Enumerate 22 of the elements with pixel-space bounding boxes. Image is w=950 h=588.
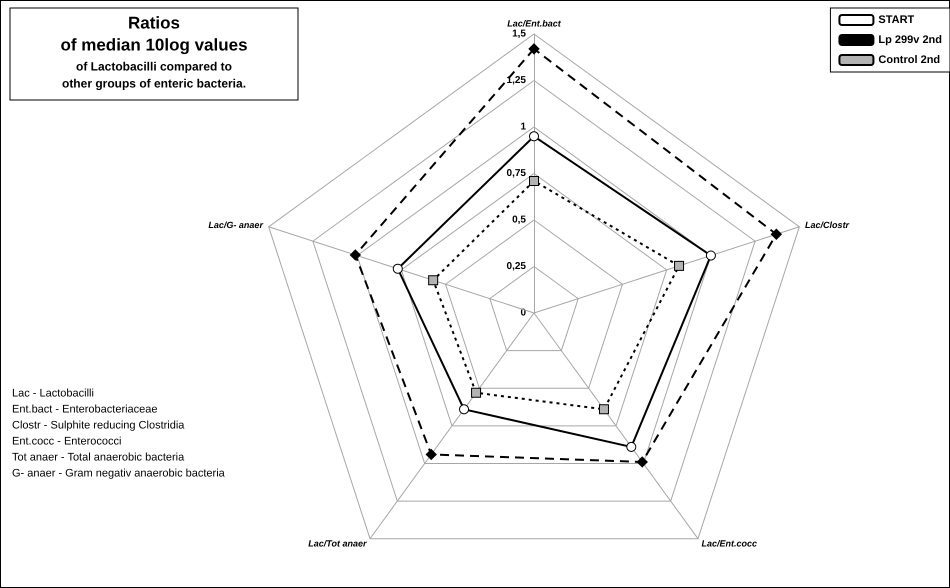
spoke-label: Lac/G- anaer	[208, 220, 264, 230]
text: of Lactobacilli compared to other groups of enteric bacteria.	[62, 60, 246, 90]
spoke-label: Lac/Clostr	[805, 220, 850, 230]
text: Ratios of median 10log values	[60, 14, 248, 54]
text: Tot anaer - Total anaerobic bacteria	[12, 452, 186, 464]
spoke-label: Lac/Tot anaer	[308, 538, 367, 549]
y-tick-label: 1,25	[506, 75, 526, 86]
y-tick-label: 0,5	[512, 214, 526, 226]
text: Lac - Lactobacilli	[12, 388, 94, 400]
y-tick-label: 0,75	[506, 168, 526, 179]
text: Clostr - Sulphite reducing Clostridia	[12, 420, 186, 432]
text: Ent.bact - Enterobacteriaceae	[12, 404, 158, 416]
legend-label: START	[878, 14, 915, 26]
spoke-label: Lac/Ent.cocc	[702, 538, 758, 549]
legend-label: Lp 299v 2nd	[878, 34, 942, 46]
text: G- anaer - Gram negativ anaerobic bacteria	[12, 468, 226, 480]
text: Ent.cocc - Enterococci	[12, 436, 122, 448]
y-tick-label: 0,25	[506, 261, 526, 272]
y-tick-label: 1	[520, 122, 526, 132]
legend-label: Control 2nd	[878, 54, 940, 66]
y-tick-label: 1,5	[512, 28, 526, 40]
spoke-label: Lac/Ent.bact	[507, 18, 562, 28]
